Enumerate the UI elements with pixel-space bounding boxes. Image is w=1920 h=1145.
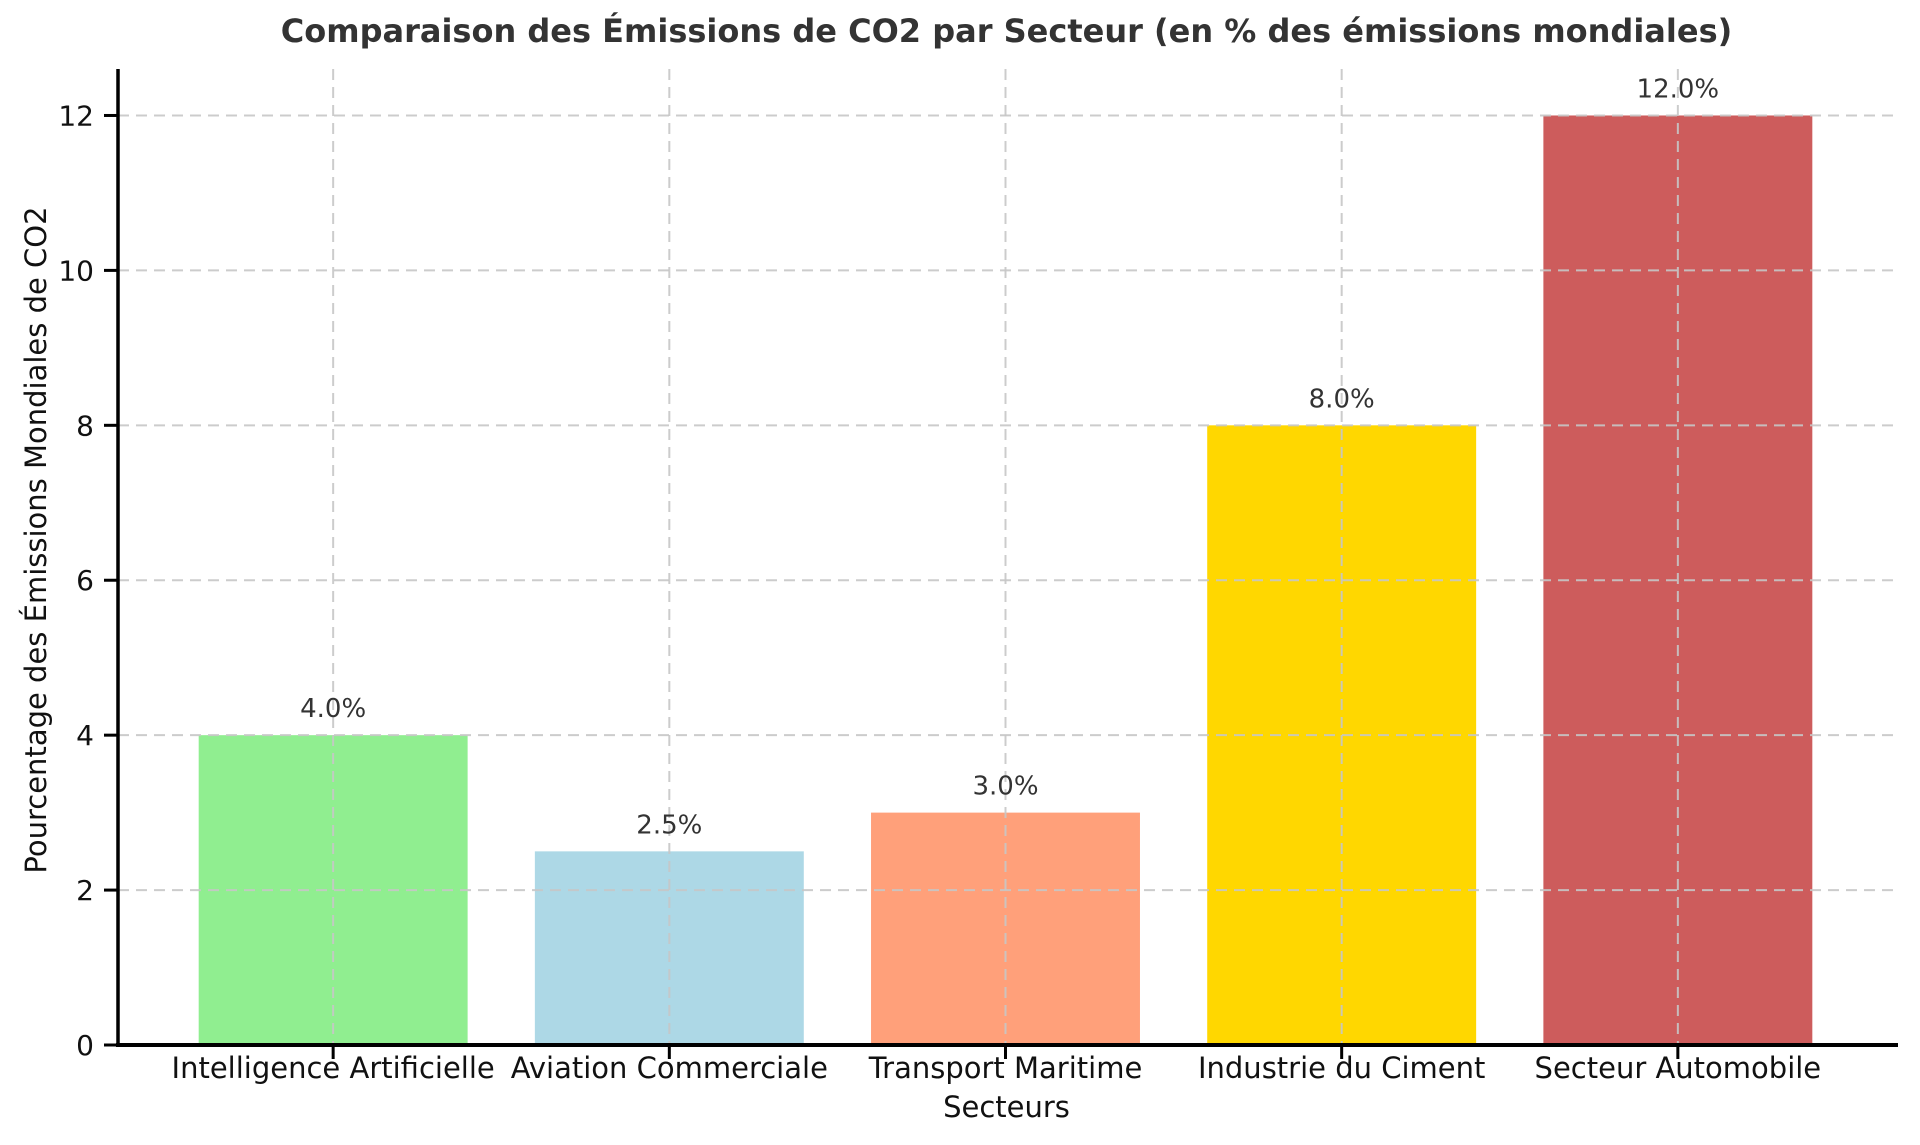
x-tick-label: Industrie du Ciment	[1198, 1051, 1485, 1085]
x-tick-label: Secteur Automobile	[1535, 1051, 1822, 1085]
bar-value-label: 3.0%	[972, 772, 1038, 802]
chart-title: Comparaison des Émissions de CO2 par Sec…	[280, 12, 1733, 50]
y-tick-label: 6	[76, 564, 94, 597]
y-tick-label: 8	[76, 409, 94, 442]
bar-value-label: 8.0%	[1309, 384, 1375, 414]
y-tick-label: 0	[76, 1029, 94, 1062]
bar-value-label: 4.0%	[300, 694, 366, 724]
bar-value-label: 2.5%	[636, 810, 702, 840]
y-tick-label: 10	[58, 254, 94, 287]
x-tick-label: Aviation Commerciale	[511, 1051, 828, 1085]
x-tick-label: Intelligence Artificielle	[172, 1051, 495, 1085]
x-tick-label: Transport Maritime	[868, 1051, 1143, 1085]
x-axis-label: Secteurs	[943, 1090, 1070, 1124]
y-tick-label: 4	[76, 719, 94, 752]
y-tick-label: 12	[58, 99, 94, 132]
y-tick-label: 2	[76, 874, 94, 907]
bar-value-label: 12.0%	[1637, 74, 1720, 104]
